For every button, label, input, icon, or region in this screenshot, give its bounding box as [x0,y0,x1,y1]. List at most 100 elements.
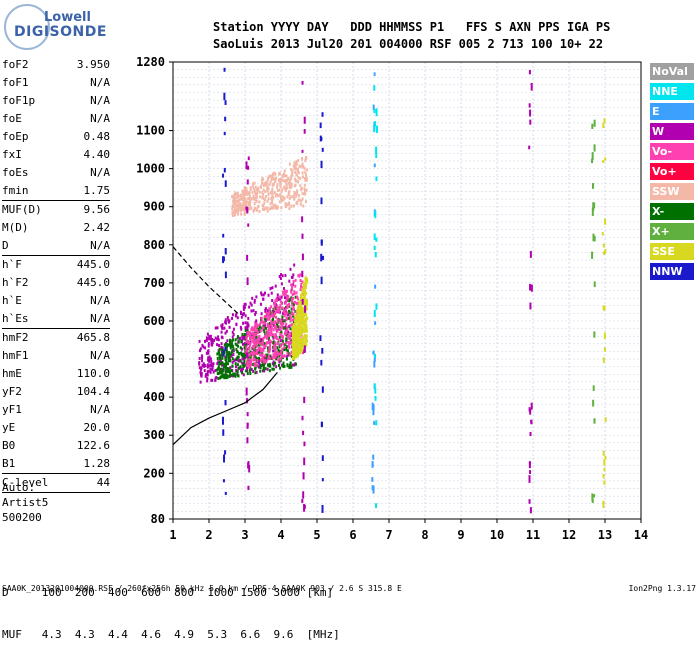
echo-dot [224,321,227,325]
echo-dot [295,355,298,359]
echo-dot [241,189,244,193]
param-name: M(D) [2,221,29,234]
echo-dot [250,206,253,210]
echo-dot [264,319,267,323]
echo-dot [285,205,288,209]
echo-dot [199,370,202,374]
echo-dot [206,370,209,374]
noise-dot [374,387,377,394]
echo-dot [219,362,222,366]
echo-dot [206,373,209,377]
echo-dot [248,369,251,373]
echo-dot [256,358,259,362]
noise-dot [224,116,227,122]
legend-item: NoVal [650,63,694,80]
noise-dot [375,503,378,509]
echo-dot [254,371,257,375]
echo-dot [263,345,266,349]
echo-dot [225,364,228,368]
echo-dot [267,312,270,316]
echo-dot [232,196,235,200]
echo-dot [303,291,306,295]
echo-dot [287,341,290,345]
echo-dot [254,322,257,326]
echo-dot [198,356,201,360]
echo-dot [301,325,304,329]
echo-dot [271,356,274,360]
echo-dot [263,335,266,339]
echo-dot [257,348,260,352]
echo-dot [273,325,276,329]
param-name: h`F [2,258,22,271]
echo-dot [265,353,268,357]
echo-dot [242,334,245,338]
y-tick-label: 700 [143,276,165,290]
echo-dot [283,314,286,318]
parameters-panel: foF2 3.950 foF1 N/A foF1p N/A foE N/A foEp 0.48 fx… [2,56,110,493]
echo-dot [214,326,217,330]
noise-dot [372,409,375,416]
echo-dot [245,346,248,350]
echo-dot [284,301,287,305]
echo-dot [222,365,225,369]
echo-dot [254,341,257,345]
echo-dot [268,182,271,186]
echo-dot [299,202,302,206]
echo-dot [250,363,253,367]
echo-dot [258,209,261,213]
echo-dot [291,303,294,307]
echo-dot [295,291,298,295]
echo-dot [261,343,264,347]
noise-dot [373,353,376,359]
echo-dot [291,171,294,175]
noise-dot [223,131,226,136]
x-tick-label: 12 [562,528,576,542]
noise-dot [303,504,306,509]
echo-dot [296,295,299,299]
echo-dot [241,352,244,356]
echo-dot [266,209,269,213]
echo-dot [222,366,225,370]
echo-dot [267,293,270,297]
noise-dot [301,298,304,305]
param-block: foF2 3.950 foF1 N/A foF1p N/A foE N/A foEp 0.48 fx… [2,56,110,201]
echo-dot [253,338,256,342]
echo-dot [233,372,236,376]
echo-dot [296,313,299,317]
echo-dot [262,322,265,326]
noise-dot [301,216,304,223]
echo-dot [234,338,237,342]
echo-dot [252,182,255,186]
noise-dot [375,303,378,310]
echo-dot [303,294,306,298]
echo-dot [261,191,264,195]
echo-dot [255,322,258,326]
echo-dot [207,369,210,373]
echo-dot [214,336,217,340]
echo-dot [230,354,233,358]
echo-dot [248,203,251,207]
echo-dot [239,369,242,373]
echo-dot [226,345,229,349]
echo-dot [221,325,224,329]
echo-dot [241,335,244,339]
noise-dot [529,109,532,117]
echo-dot [283,343,286,347]
echo-dot [206,350,209,354]
echo-dot [274,341,277,345]
echo-dot [220,370,223,374]
echo-dot [255,336,258,340]
echo-dot [298,350,301,354]
noise-dot [375,125,378,133]
echo-dot [252,344,255,348]
echo-dot [246,360,249,364]
echo-dot [243,188,246,192]
echo-dot [296,297,299,301]
echo-dot [198,366,201,370]
noise-dot [320,359,323,366]
echo-dot [287,190,290,194]
echo-dot [280,282,283,286]
param-value: N/A [90,294,110,307]
echo-dot [228,374,231,378]
echo-dot [285,289,288,293]
